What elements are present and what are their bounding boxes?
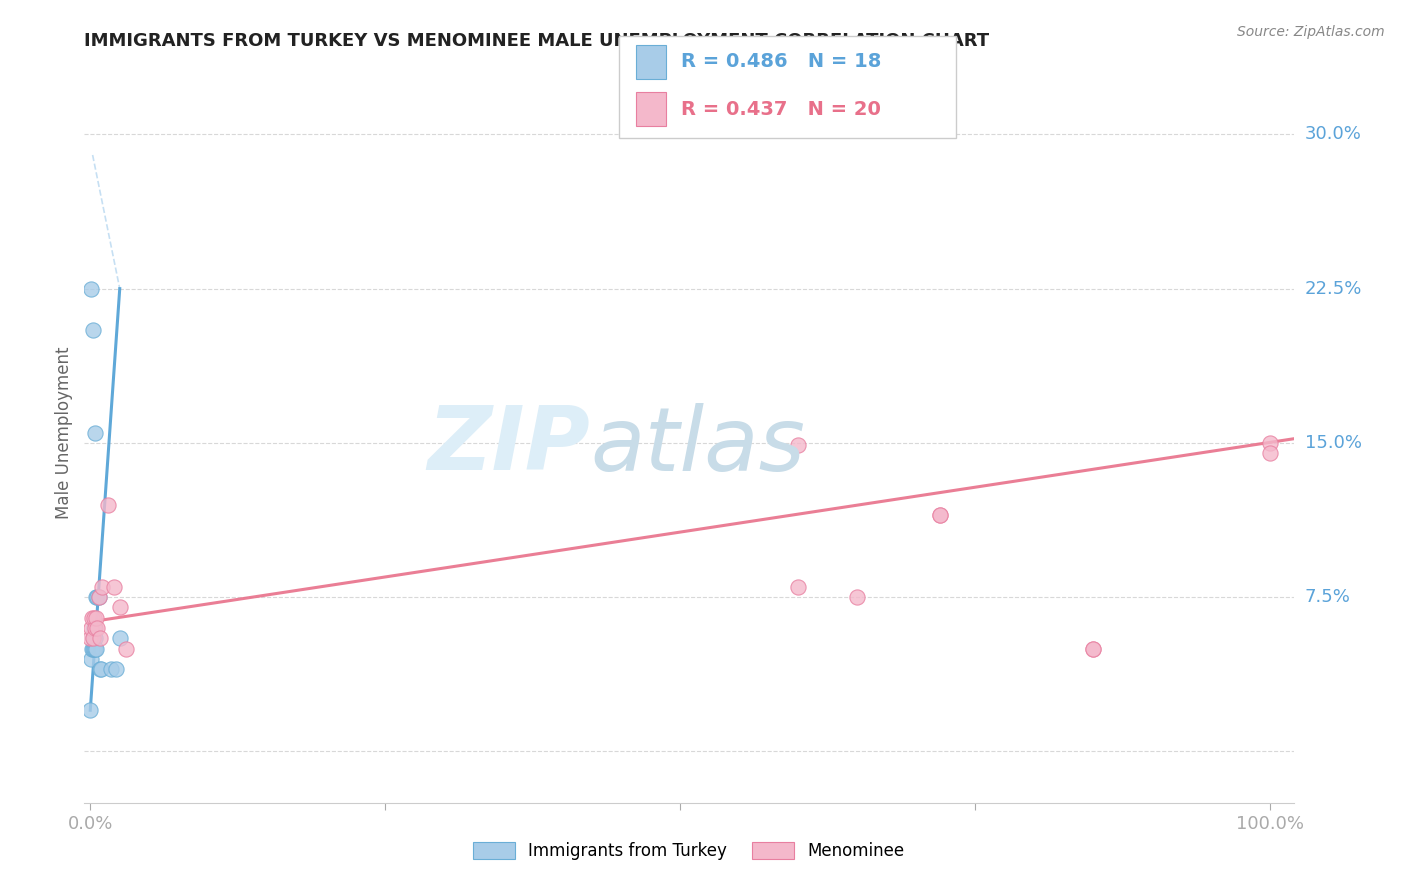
Point [787, 438, 810, 452]
Point [84, 641, 107, 656]
Point [108, 600, 131, 615]
Point [83, 621, 105, 635]
Point [928, 508, 950, 522]
Point [84, 425, 107, 440]
Point [84, 590, 107, 604]
Text: R = 0.486   N = 18: R = 0.486 N = 18 [681, 53, 882, 71]
Text: IMMIGRANTS FROM TURKEY VS MENOMINEE MALE UNEMPLOYMENT CORRELATION CHART: IMMIGRANTS FROM TURKEY VS MENOMINEE MALE… [84, 32, 990, 50]
Point [86, 621, 108, 635]
Point [846, 590, 869, 604]
Text: Source: ZipAtlas.com: Source: ZipAtlas.com [1237, 25, 1385, 39]
Point [84, 621, 107, 635]
Point [114, 641, 136, 656]
Point [83, 611, 105, 625]
Text: 15.0%: 15.0% [1305, 434, 1361, 452]
Point [84, 632, 107, 646]
Text: ZIP: ZIP [427, 402, 591, 490]
Point [84, 641, 107, 656]
Point [82, 323, 104, 337]
Legend: Immigrants from Turkey, Menominee: Immigrants from Turkey, Menominee [465, 834, 912, 869]
Point [787, 580, 810, 594]
Point [83, 641, 105, 656]
Point [80, 621, 103, 635]
Point [105, 662, 128, 676]
Point [89, 662, 111, 676]
Text: 7.5%: 7.5% [1305, 588, 1351, 607]
Point [97, 498, 120, 512]
Point [82, 632, 104, 646]
Point [87, 590, 110, 604]
Text: 22.5%: 22.5% [1305, 280, 1362, 298]
Point [79, 632, 101, 646]
Text: 30.0%: 30.0% [1305, 126, 1361, 144]
Point [108, 632, 131, 646]
Point [100, 662, 122, 676]
Point [89, 632, 111, 646]
Point [1081, 641, 1104, 656]
Point [928, 508, 950, 522]
Point [91, 580, 114, 594]
Point [82, 641, 104, 656]
Point [80, 641, 103, 656]
Point [80, 652, 103, 666]
Point [103, 580, 125, 594]
Point [1081, 641, 1104, 656]
Y-axis label: Male Unemployment: Male Unemployment [55, 346, 73, 519]
Point [1258, 436, 1281, 450]
Point [86, 590, 108, 604]
Point [846, 117, 869, 131]
Point [84, 611, 107, 625]
Point [1258, 446, 1281, 460]
Point [80, 611, 103, 625]
Point [79, 703, 101, 717]
Point [82, 632, 104, 646]
Point [90, 662, 112, 676]
Text: atlas: atlas [591, 403, 806, 489]
Text: R = 0.437   N = 20: R = 0.437 N = 20 [681, 100, 880, 119]
Point [87, 590, 110, 604]
Point [80, 282, 103, 296]
